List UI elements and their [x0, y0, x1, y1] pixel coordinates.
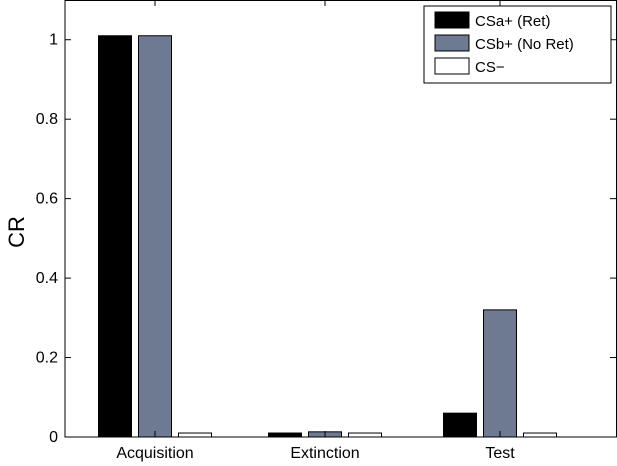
y-axis-label: CR	[4, 216, 29, 248]
x-tick-label-test: Test	[485, 445, 515, 462]
y-tick-label: 0.8	[36, 111, 58, 128]
plot-layer	[64, 0, 617, 438]
bar-1-extinction	[268, 432, 302, 438]
bar-3-acquisition	[178, 432, 212, 438]
x-tick-label-extinction: Extinction	[290, 445, 359, 462]
legend-label-1: CSa+ (Ret)	[475, 13, 550, 30]
y-tick-label: 1	[49, 32, 58, 49]
legend-swatch-2	[434, 34, 470, 52]
bar-2-acquisition	[138, 35, 172, 438]
bar-1-test	[443, 412, 477, 438]
y-tick-label: 0.6	[36, 191, 58, 208]
x-tick-labels: Acquisition Extinction Test	[116, 445, 515, 462]
legend-label-2: CSb+ (No Ret)	[475, 36, 574, 53]
x-tick-label-acquisition: Acquisition	[116, 445, 193, 462]
y-tick-labels: 0 0.2 0.4 0.6 0.8 1	[36, 32, 58, 446]
bar-2-test	[483, 309, 517, 438]
bar-3-extinction	[348, 432, 382, 438]
y-tick-label: 0.4	[36, 270, 58, 287]
legend-swatch-3	[434, 57, 470, 75]
y-tick-label: 0.2	[36, 350, 58, 367]
legend-label-3: CS−	[475, 59, 505, 76]
legend-swatch-1	[434, 11, 470, 29]
legend: CSa+ (Ret) CSb+ (No Ret) CS−	[423, 5, 612, 84]
y-tick-label: 0	[49, 429, 58, 446]
bar-1-acquisition	[98, 35, 132, 438]
bar-3-test	[523, 432, 557, 438]
